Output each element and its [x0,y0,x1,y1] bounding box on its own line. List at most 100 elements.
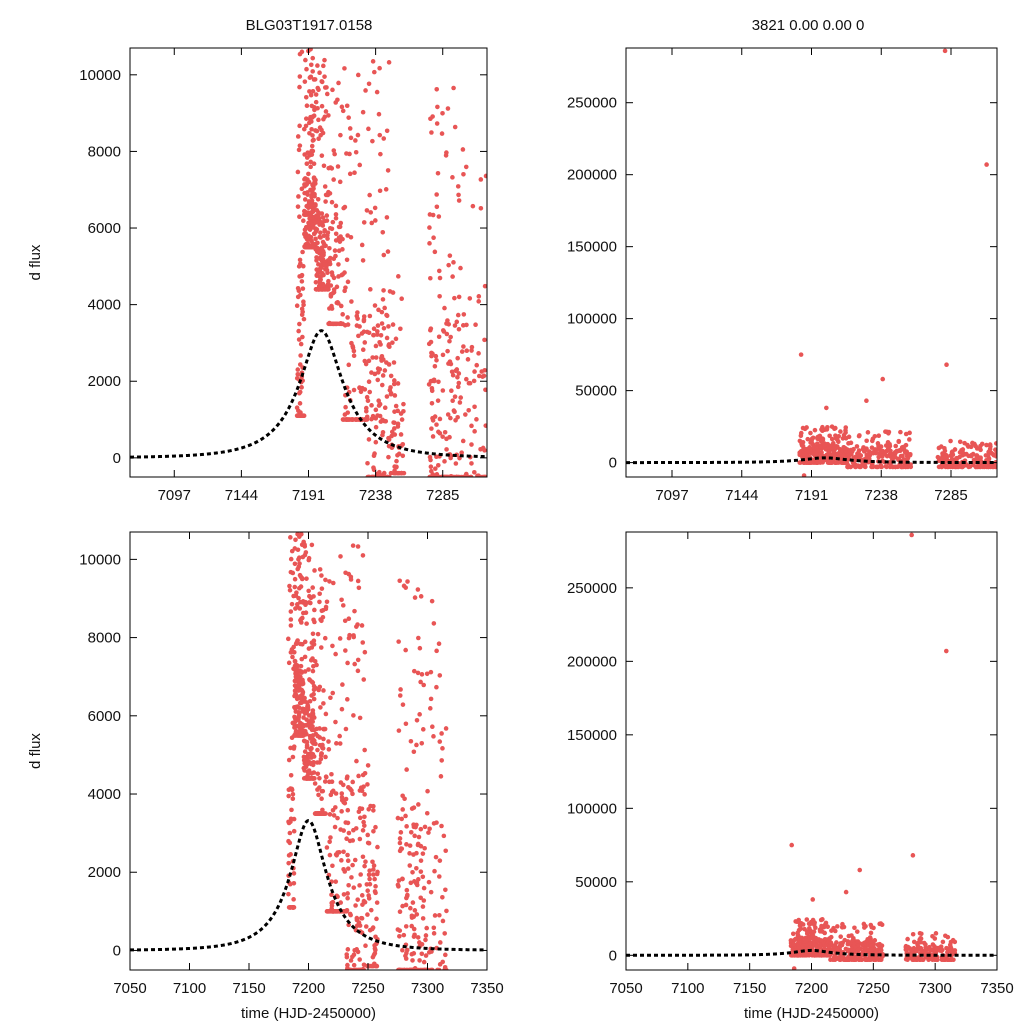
y-tick-label: 250000 [567,580,617,597]
data-point [404,947,410,953]
data-point [410,958,415,963]
data-point [319,220,325,225]
data-point [310,776,316,781]
data-point [378,151,383,157]
data-point [351,952,357,958]
data-point [879,943,885,948]
data-point [443,726,449,731]
data-point [411,805,417,810]
data-point [349,417,355,422]
data-point [839,925,845,930]
data-point [812,452,818,458]
data-point [348,912,353,918]
data-point [301,738,307,744]
data-point [323,774,329,780]
data-point [365,912,370,917]
data-point [476,299,482,304]
data-point [374,89,380,95]
data-point [362,814,367,820]
data-point [463,164,469,170]
data-point [399,296,404,302]
data-point [882,451,888,457]
y-tick-label: 150000 [567,727,617,744]
data-point [286,853,292,858]
data-point [329,226,335,232]
data-point [354,758,359,764]
data-point [319,796,324,802]
y-tick-label: 0 [113,942,121,959]
plot-area [626,532,997,970]
data-point [292,576,298,582]
data-point [954,455,959,461]
data-point [359,242,365,248]
data-point [367,389,373,395]
data-point [379,321,385,326]
data-point [367,313,373,319]
data-point [343,404,348,410]
data-point [483,423,487,428]
data-point [338,900,343,905]
data-point [352,857,358,863]
x-tick-label: 7250 [857,980,890,997]
data-point [357,883,362,888]
data-point [436,268,442,274]
data-point [291,880,297,886]
data-point [463,412,468,417]
data-point [372,69,377,75]
data-point [370,925,376,930]
data-point [429,130,434,135]
data-point [480,474,486,477]
data-point [366,896,372,901]
data-point [829,436,835,442]
data-point [403,813,408,819]
data-point [345,858,351,863]
data-point [330,690,336,696]
data-point [371,872,376,877]
data-point [427,826,432,832]
data-point [392,393,398,398]
data-point [333,212,339,217]
data-point [474,417,479,422]
data-point [292,714,297,720]
data-point [302,197,308,202]
data-point [950,937,956,943]
x-tick-label: 7097 [655,487,688,504]
data-point [395,815,401,821]
data-point [337,239,343,244]
data-point [345,774,350,779]
data-point [420,904,426,909]
data-point [319,586,325,591]
data-point [434,358,439,363]
plot-area [130,532,487,970]
data-point [301,263,306,269]
data-point [296,194,301,199]
data-point [437,416,443,422]
data-point [896,439,902,445]
data-point [310,631,316,637]
data-point [367,881,373,887]
data-point [357,836,363,842]
data-point [453,461,459,466]
data-point [415,935,421,940]
data-point [310,88,316,94]
data-point [330,899,336,905]
data-point [346,830,352,836]
data-point [799,944,805,950]
data-point [315,197,321,202]
data-point [355,72,361,78]
data-point [360,258,366,263]
data-point [364,208,370,213]
data-point [336,321,342,327]
data-point [835,946,840,951]
data-point [363,943,368,949]
data-point [425,788,430,794]
data-point [310,222,316,227]
data-point [328,835,333,840]
data-point [850,449,855,454]
data-point [373,947,378,953]
data-point [338,220,344,226]
data-point [452,295,457,301]
data-point [359,806,365,812]
data-point [317,567,323,572]
data-point [305,703,311,708]
